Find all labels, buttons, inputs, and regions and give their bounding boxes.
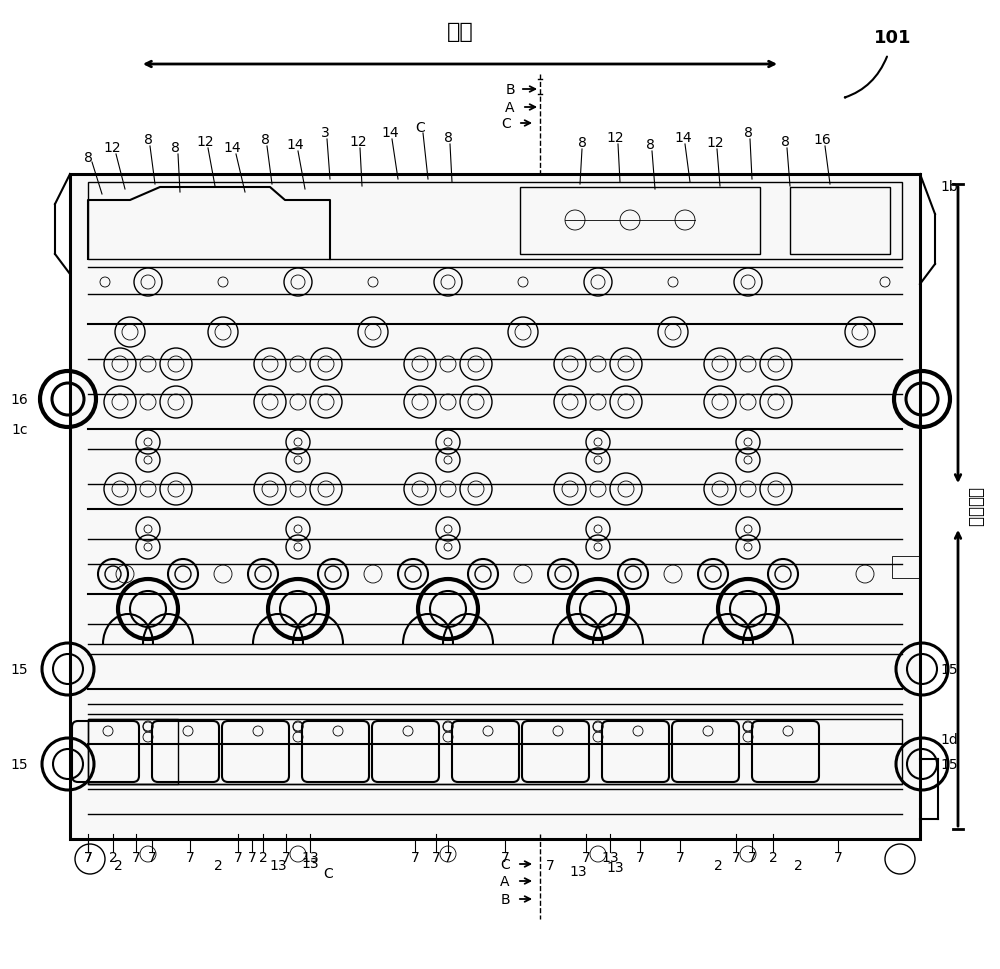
Text: 12: 12: [103, 141, 121, 155]
Text: 8: 8: [261, 133, 269, 147]
Text: 宽度方向: 宽度方向: [966, 486, 984, 526]
Bar: [88, 719, 178, 784]
Text: 14: 14: [674, 131, 692, 144]
Text: 2: 2: [259, 850, 267, 864]
Text: 13: 13: [606, 860, 624, 874]
Text: 7: 7: [444, 850, 452, 864]
Text: 7: 7: [186, 850, 194, 864]
Text: 7: 7: [636, 850, 644, 864]
Text: 101: 101: [874, 29, 912, 47]
Text: 14: 14: [223, 141, 241, 155]
Text: C: C: [501, 117, 511, 131]
Text: A: A: [500, 874, 510, 888]
Bar: [892, 556, 920, 578]
Text: 7: 7: [582, 850, 590, 864]
Text: 2: 2: [214, 859, 222, 872]
Text: 7: 7: [132, 850, 140, 864]
Text: 7: 7: [84, 850, 92, 864]
Bar: [70, 174, 920, 839]
Text: 13: 13: [269, 859, 287, 872]
Text: 8: 8: [781, 135, 789, 149]
Text: C: C: [323, 866, 333, 880]
Text: 7: 7: [546, 859, 554, 872]
Bar: [88, 719, 902, 784]
Text: 12: 12: [196, 135, 214, 149]
Text: 7: 7: [432, 850, 440, 864]
Text: 7: 7: [234, 850, 242, 864]
Text: 16: 16: [813, 133, 831, 147]
Text: 15: 15: [940, 757, 958, 771]
Text: 8: 8: [84, 151, 92, 165]
Text: 7: 7: [834, 850, 842, 864]
Text: 12: 12: [349, 135, 367, 149]
Text: 7: 7: [676, 850, 684, 864]
Text: C: C: [415, 121, 425, 135]
Text: 15: 15: [10, 663, 28, 676]
Text: 1b: 1b: [940, 180, 958, 194]
Text: 8: 8: [646, 138, 654, 152]
Text: 8: 8: [171, 141, 179, 155]
Bar: [520, 188, 760, 255]
Text: 13: 13: [569, 864, 587, 878]
Text: 2: 2: [114, 859, 122, 872]
FancyArrowPatch shape: [845, 57, 887, 99]
Text: B: B: [500, 892, 510, 906]
Text: 7: 7: [148, 850, 156, 864]
Text: 13: 13: [601, 850, 619, 864]
Text: 14: 14: [286, 138, 304, 152]
Text: 1d: 1d: [940, 733, 958, 746]
Text: C: C: [500, 858, 510, 871]
Text: 2: 2: [109, 850, 117, 864]
Text: 12: 12: [706, 136, 724, 150]
Text: 3: 3: [321, 126, 329, 140]
Text: 7: 7: [248, 850, 256, 864]
Text: 7: 7: [411, 850, 419, 864]
Text: 7: 7: [501, 850, 509, 864]
Text: B: B: [505, 83, 515, 97]
Text: A: A: [505, 101, 515, 115]
Text: 8: 8: [144, 133, 152, 147]
Text: 7: 7: [84, 850, 92, 864]
Text: 2: 2: [714, 859, 722, 872]
Text: 15: 15: [940, 663, 958, 676]
Text: 16: 16: [10, 392, 28, 407]
Text: 13: 13: [301, 857, 319, 870]
Text: 13: 13: [301, 850, 319, 864]
Text: 8: 8: [744, 126, 752, 140]
Text: 7: 7: [732, 850, 740, 864]
Text: 7: 7: [282, 850, 290, 864]
Text: 纵向: 纵向: [447, 22, 473, 42]
Text: 14: 14: [381, 126, 399, 140]
Text: 15: 15: [10, 757, 28, 771]
Text: 2: 2: [794, 859, 802, 872]
Text: 1c: 1c: [12, 422, 28, 437]
Text: 2: 2: [769, 850, 777, 864]
Bar: [790, 188, 890, 255]
Text: 8: 8: [578, 136, 586, 150]
Text: 12: 12: [606, 131, 624, 144]
Text: 7: 7: [748, 850, 756, 864]
Text: 8: 8: [444, 131, 452, 144]
Bar: [88, 183, 902, 260]
